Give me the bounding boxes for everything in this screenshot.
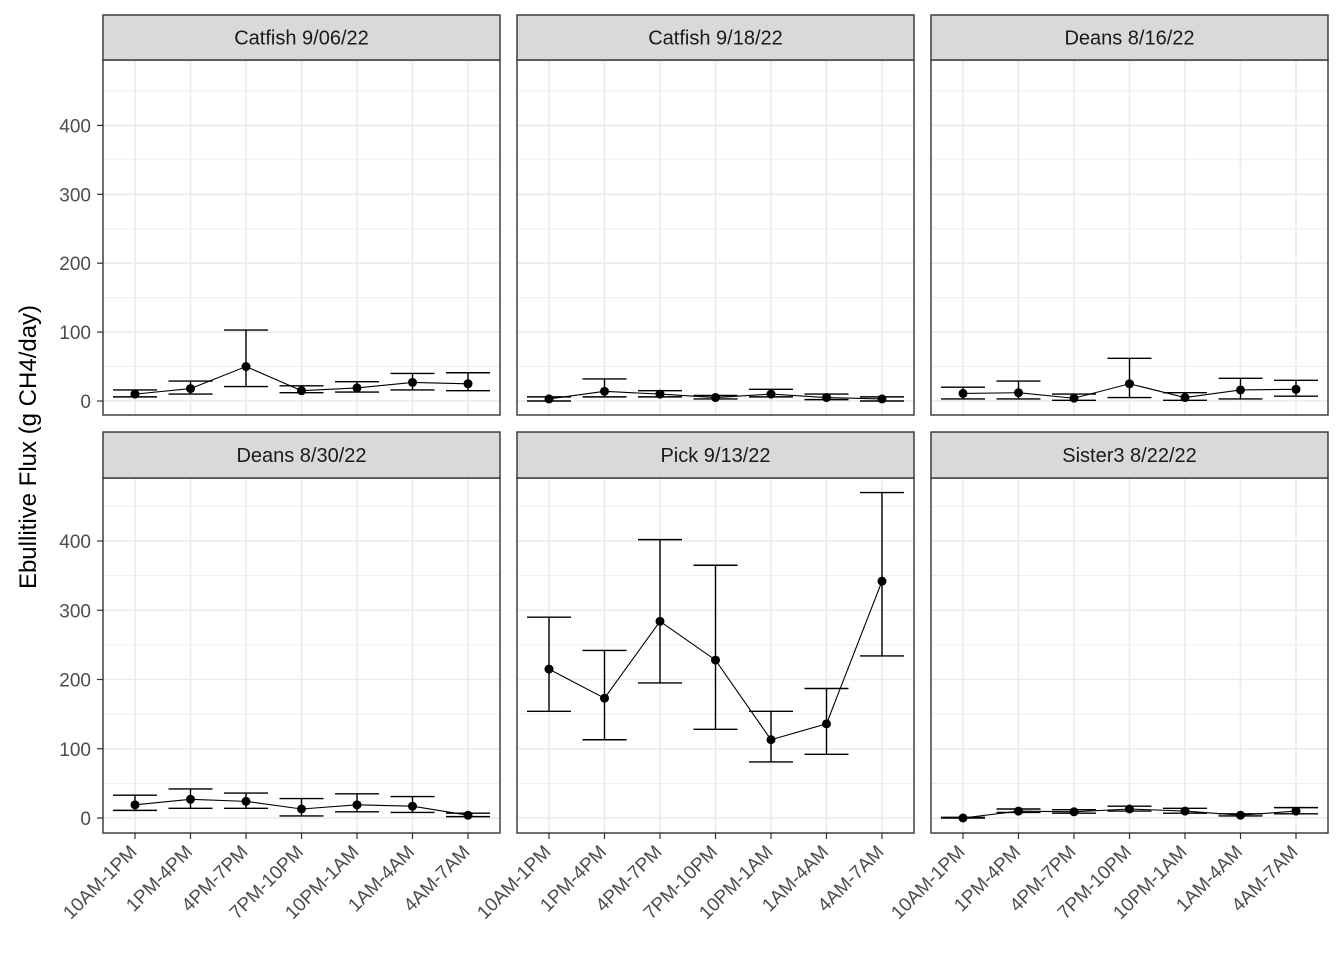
data-point <box>408 801 417 811</box>
error-bar <box>527 616 571 713</box>
error-bar <box>638 538 682 684</box>
data-point <box>600 693 609 703</box>
y-tick-label: 200 <box>59 254 91 275</box>
y-tick-label: 0 <box>80 809 91 830</box>
error-bar <box>1107 357 1152 399</box>
data-point <box>297 804 306 814</box>
y-tick-label: 200 <box>59 671 91 692</box>
facet-panel: Catfish 9/18/22 <box>516 14 915 416</box>
data-point <box>822 393 831 403</box>
data-point <box>1180 393 1190 403</box>
y-tick-label: 400 <box>59 116 91 137</box>
data-point <box>352 800 362 810</box>
data-point <box>655 389 665 399</box>
data-point <box>130 800 140 810</box>
data-point <box>1069 393 1079 403</box>
facet-strip <box>516 14 915 61</box>
data-point <box>958 813 968 823</box>
y-tick-label: 400 <box>59 532 91 553</box>
y-tick-label: 0 <box>80 392 91 413</box>
facet-strip <box>102 431 501 479</box>
facet-strip <box>516 431 915 479</box>
data-point <box>822 719 831 729</box>
facet-panel: Deans 8/16/22 <box>930 14 1329 416</box>
x-tick-labels: 10AM-1PM1PM-4PM4PM-7PM7PM-10PM10PM-1AM1A… <box>59 833 1303 924</box>
data-point <box>877 394 887 404</box>
facet-panel: Deans 8/30/22 <box>102 431 501 834</box>
data-point <box>241 796 251 806</box>
data-point <box>766 389 776 399</box>
data-point <box>1125 379 1134 389</box>
x-tick-label: 10AM-1PM <box>473 842 555 924</box>
y-tick-label: 100 <box>59 323 91 344</box>
data-point <box>1180 806 1190 816</box>
error-bar <box>860 491 904 657</box>
data-point <box>1125 804 1134 814</box>
facet-panel: Pick 9/13/22 <box>516 431 915 834</box>
data-point <box>1236 810 1245 820</box>
data-point <box>1014 388 1023 398</box>
facet-title: Pick 9/13/22 <box>660 445 770 467</box>
facet-panel: Sister3 8/22/22 <box>930 431 1329 834</box>
y-tick-label: 100 <box>59 740 91 761</box>
x-tick-label: 10AM-1PM <box>887 842 969 924</box>
data-point <box>711 393 720 403</box>
data-point <box>958 388 968 398</box>
x-tick-label: 10AM-1PM <box>59 842 141 924</box>
facet-panel: Catfish 9/06/22 <box>102 14 501 416</box>
data-point <box>186 794 195 804</box>
y-tick-label: 300 <box>59 185 91 206</box>
data-point <box>1014 806 1023 816</box>
facet-strip <box>102 14 501 61</box>
data-point <box>711 655 720 665</box>
data-point <box>352 383 362 393</box>
data-point <box>766 735 776 745</box>
data-point <box>463 379 473 389</box>
data-point <box>877 576 887 586</box>
data-point <box>463 810 473 820</box>
facet-title: Deans 8/16/22 <box>1064 28 1194 50</box>
data-point <box>186 384 195 394</box>
data-point <box>544 664 554 674</box>
data-point <box>297 386 306 396</box>
data-point <box>130 389 140 399</box>
data-point <box>655 616 665 626</box>
data-point <box>1291 384 1301 394</box>
error-bar <box>693 564 738 731</box>
data-point <box>600 386 609 396</box>
data-point <box>1291 806 1301 816</box>
facet-title: Catfish 9/18/22 <box>648 28 783 50</box>
facet-strip <box>930 431 1329 479</box>
facet-title: Deans 8/30/22 <box>236 445 366 467</box>
facet-title: Sister3 8/22/22 <box>1062 445 1197 467</box>
error-bar <box>224 329 268 388</box>
data-point <box>408 377 417 387</box>
panels-layer: Catfish 9/06/22 Catfish 9/18/22 Deans 8/16… <box>102 14 1329 834</box>
facet-title: Catfish 9/06/22 <box>234 28 369 50</box>
data-point <box>544 394 554 404</box>
data-point <box>1069 807 1079 817</box>
facet-strip <box>930 14 1329 61</box>
data-point <box>241 362 251 372</box>
y-axis-title: Ebullitive Flux (g CH4/day) <box>15 305 42 589</box>
data-point <box>1236 385 1245 395</box>
y-tick-label: 300 <box>59 601 91 622</box>
y-tick-labels: 0 100 200 300 400 0 100 200 300 400 <box>59 116 103 830</box>
